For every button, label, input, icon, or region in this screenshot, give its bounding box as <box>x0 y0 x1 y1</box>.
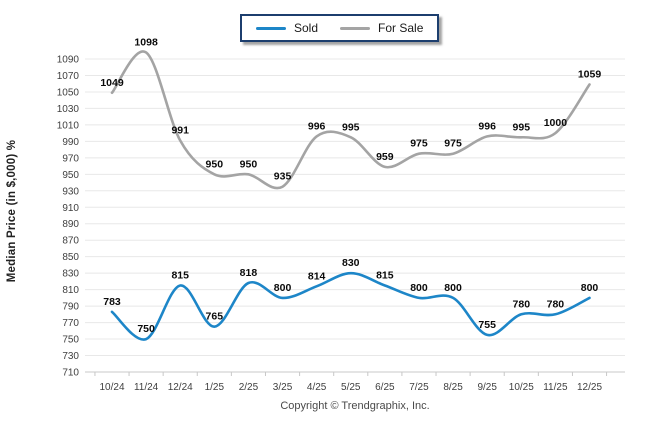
y-tick-label: 1030 <box>57 104 80 115</box>
legend-label-for-sale: For Sale <box>378 21 424 35</box>
x-tick-label: 5/25 <box>341 382 361 393</box>
y-tick-label: 970 <box>62 153 79 164</box>
y-tick-label: 850 <box>62 252 79 263</box>
data-label: 1049 <box>100 77 124 89</box>
data-label: 959 <box>376 151 394 163</box>
data-label: 975 <box>444 138 462 150</box>
data-label: 1098 <box>134 36 158 48</box>
legend-item-sold[interactable]: Sold <box>256 21 318 35</box>
y-tick-label: 790 <box>62 302 79 313</box>
y-tick-label: 810 <box>62 285 79 296</box>
x-tick-label: 11/24 <box>134 382 159 393</box>
data-label: 1000 <box>544 117 568 129</box>
data-label: 991 <box>171 125 189 137</box>
data-label: 780 <box>547 298 565 310</box>
data-label: 755 <box>478 319 496 331</box>
data-label: 996 <box>308 120 326 132</box>
x-tick-label: 12/24 <box>168 382 193 393</box>
x-tick-label: 10/25 <box>509 382 534 393</box>
data-label: 780 <box>513 298 531 310</box>
data-label: 950 <box>206 158 224 170</box>
y-tick-label: 770 <box>62 318 79 329</box>
data-label: 818 <box>240 267 258 279</box>
y-tick-label: 910 <box>62 203 79 214</box>
x-tick-label: 6/25 <box>375 382 395 393</box>
x-tick-label: 2/25 <box>239 382 259 393</box>
data-label: 783 <box>103 296 121 308</box>
data-label: 935 <box>274 171 292 183</box>
data-label: 750 <box>137 323 155 335</box>
y-tick-label: 1070 <box>57 71 80 82</box>
y-tick-label: 990 <box>62 137 79 148</box>
data-label: 975 <box>410 138 428 150</box>
y-tick-label: 950 <box>62 170 79 181</box>
data-label: 950 <box>240 158 258 170</box>
data-label: 814 <box>308 270 326 282</box>
data-label: 815 <box>171 270 189 282</box>
x-tick-label: 12/25 <box>577 382 602 393</box>
x-tick-label: 1/25 <box>205 382 225 393</box>
for-sale-line-swatch-icon <box>340 26 371 30</box>
data-label: 1059 <box>578 69 602 81</box>
legend: Sold For Sale <box>240 14 440 42</box>
y-tick-label: 710 <box>62 368 79 379</box>
x-tick-label: 4/25 <box>307 382 327 393</box>
x-tick-label: 10/24 <box>99 382 124 393</box>
series-line-sold <box>110 271 591 341</box>
data-label: 830 <box>342 257 360 269</box>
x-tick-label: 9/25 <box>477 382 497 393</box>
y-tick-label: 870 <box>62 236 79 247</box>
data-label: 996 <box>478 120 496 132</box>
x-tick-label: 11/25 <box>543 382 568 393</box>
y-tick-label: 830 <box>62 269 79 280</box>
y-tick-label: 930 <box>62 186 79 197</box>
sold-line-swatch-icon <box>256 26 286 30</box>
series-line-for-sale <box>110 50 591 190</box>
data-label: 995 <box>513 121 531 133</box>
data-label: 800 <box>274 282 292 294</box>
y-tick-label: 890 <box>62 219 79 230</box>
y-tick-label: 1050 <box>57 87 80 98</box>
data-label: 995 <box>342 121 360 133</box>
y-tick-label: 750 <box>62 335 79 346</box>
legend-item-for-sale[interactable]: For Sale <box>340 21 423 35</box>
y-tick-label: 730 <box>62 351 79 362</box>
data-label: 800 <box>444 282 462 294</box>
y-tick-label: 1010 <box>57 120 80 131</box>
x-tick-label: 3/25 <box>273 382 293 393</box>
copyright-text: Copyright © Trendgraphix, Inc. <box>280 400 430 412</box>
x-tick-label: 7/25 <box>409 382 429 393</box>
data-label: 800 <box>410 282 428 294</box>
data-label: 800 <box>581 282 599 294</box>
legend-label-sold: Sold <box>294 21 319 35</box>
x-tick-label: 8/25 <box>443 382 463 393</box>
data-label: 815 <box>376 270 394 282</box>
data-label: 765 <box>206 311 224 323</box>
y-tick-label: 1090 <box>57 55 80 66</box>
